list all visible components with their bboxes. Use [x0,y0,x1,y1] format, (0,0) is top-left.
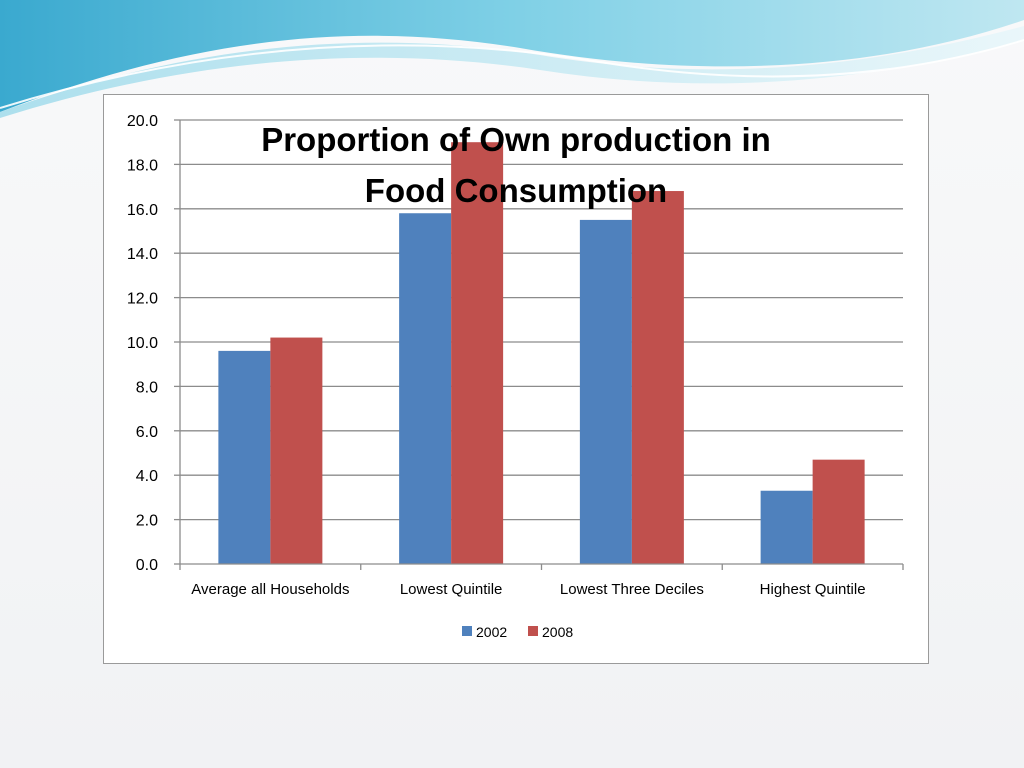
y-tick-label: 10.0 [127,335,158,352]
legend-label-2002: 2002 [476,624,507,640]
bar-2008-3 [812,459,865,564]
x-axis-ticks: Average all Households Lowest Quintile Low… [191,581,865,598]
bar-2002-3 [760,490,813,564]
chart-title-line-2: Food Consumption [365,172,667,209]
y-tick-label: 8.0 [136,379,158,396]
bar-2008-0 [270,337,323,564]
x-tick-label: Highest Quintile [760,581,866,598]
legend-swatch-2002 [462,626,472,636]
y-tick-label: 12.0 [127,291,158,308]
legend: 2002 2008 [462,624,573,640]
legend-swatch-2008 [528,626,538,636]
bar-2008-1 [451,142,504,564]
wave-highlight [0,26,1024,118]
y-tick-label: 20.0 [127,113,158,130]
y-tick-label: 14.0 [127,246,158,263]
y-tick-label: 16.0 [127,202,158,219]
bars [218,142,865,565]
decorative-wave-banner [0,0,1024,118]
y-tick-label: 2.0 [136,513,158,530]
wave-top-fill [0,0,1024,112]
y-tick-label: 6.0 [136,424,158,441]
wave-line [0,39,1024,109]
y-tick-label: 0.0 [136,557,158,574]
axes [179,120,904,570]
chart-title-line-1: Proportion of Own production in [261,121,771,158]
y-tick-label: 18.0 [127,157,158,174]
bar-2002-0 [218,350,271,564]
legend-label-2008: 2008 [542,624,573,640]
x-tick-label: Lowest Quintile [400,581,503,598]
y-axis-ticks: 0.0 2.0 4.0 6.0 8.0 10.0 12.0 14.0 16.0 18.0 20.0 [127,113,180,574]
bar-2002-2 [579,219,632,564]
y-tick-label: 4.0 [136,468,158,485]
x-tick-label: Lowest Three Deciles [560,581,704,598]
chart-title: Proportion of Own production in Food Con… [261,121,771,209]
bar-2008-2 [631,191,684,565]
bar-2002-1 [399,213,452,565]
x-tick-label: Average all Households [191,581,349,598]
